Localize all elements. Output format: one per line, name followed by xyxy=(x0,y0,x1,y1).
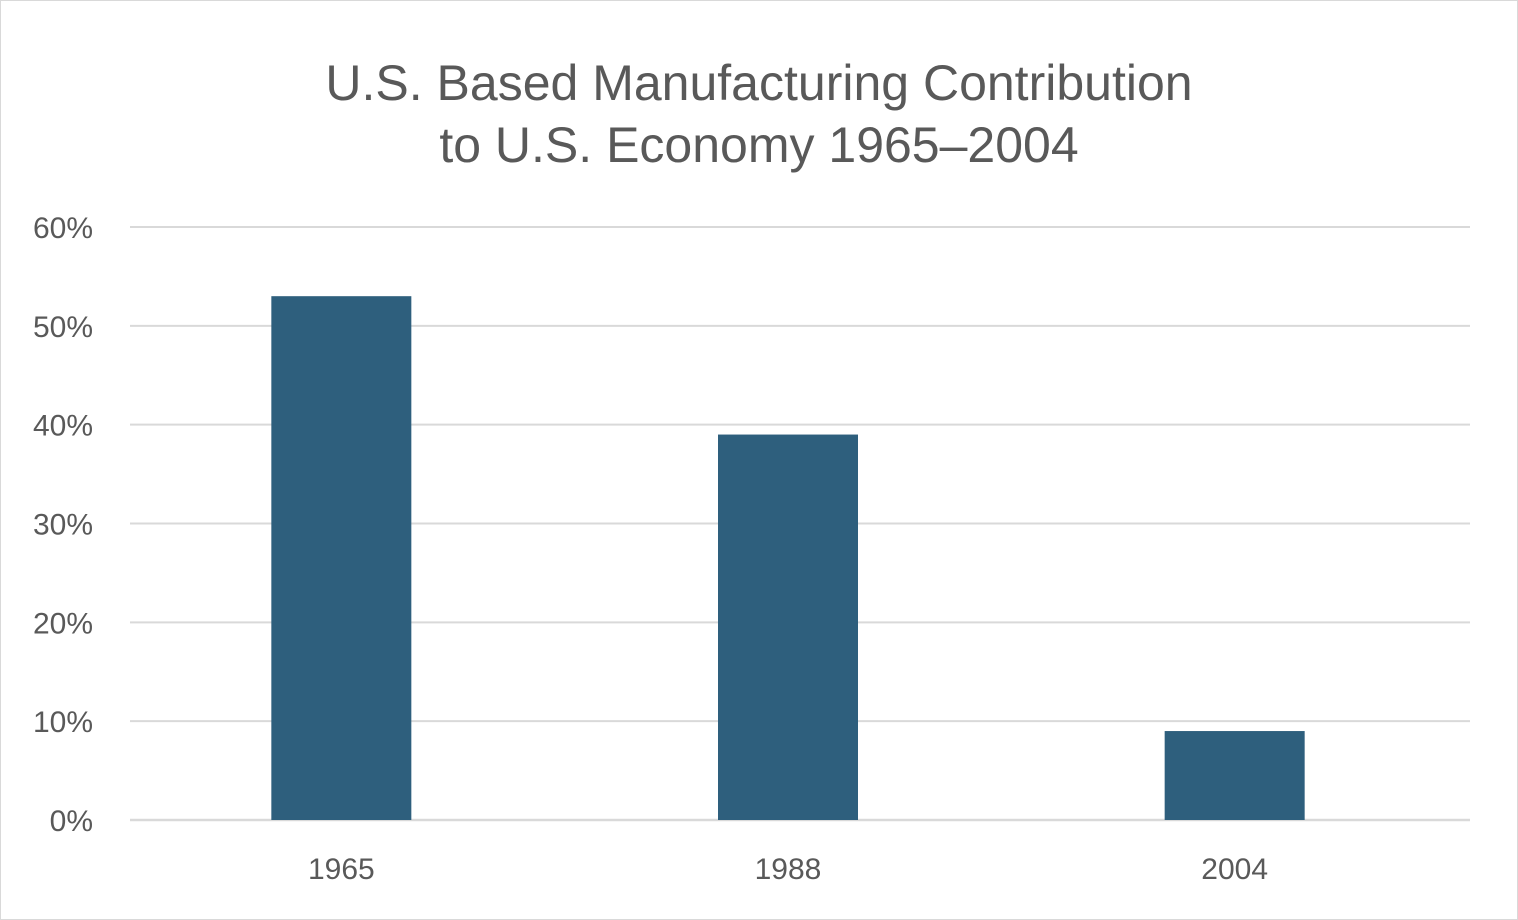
y-tick-label: 30% xyxy=(33,509,93,542)
bar-1965 xyxy=(271,296,412,820)
x-category-label: 1965 xyxy=(308,853,375,886)
y-tick-label: 10% xyxy=(33,706,93,739)
bars xyxy=(271,296,1305,820)
bar-1988 xyxy=(718,434,858,820)
x-category-label: 2004 xyxy=(1201,853,1268,886)
x-category-label: 1988 xyxy=(755,853,822,886)
y-tick-label: 0% xyxy=(50,805,93,838)
bar-2004 xyxy=(1164,731,1305,820)
chart-title: U.S. Based Manufacturing Contribution to… xyxy=(0,52,1518,176)
y-tick-label: 40% xyxy=(33,410,93,443)
x-axis-category-labels: 1965 1988 2004 xyxy=(308,853,1268,886)
y-tick-label: 60% xyxy=(33,212,93,245)
y-tick-label: 50% xyxy=(33,311,93,344)
chart-title-line-1: U.S. Based Manufacturing Contribution xyxy=(325,55,1193,111)
y-tick-label: 20% xyxy=(33,607,93,640)
y-axis-tick-labels: 0% 10% 20% 30% 40% 50% 60% xyxy=(33,212,93,838)
chart-title-line-2: to U.S. Economy 1965–2004 xyxy=(439,117,1079,173)
